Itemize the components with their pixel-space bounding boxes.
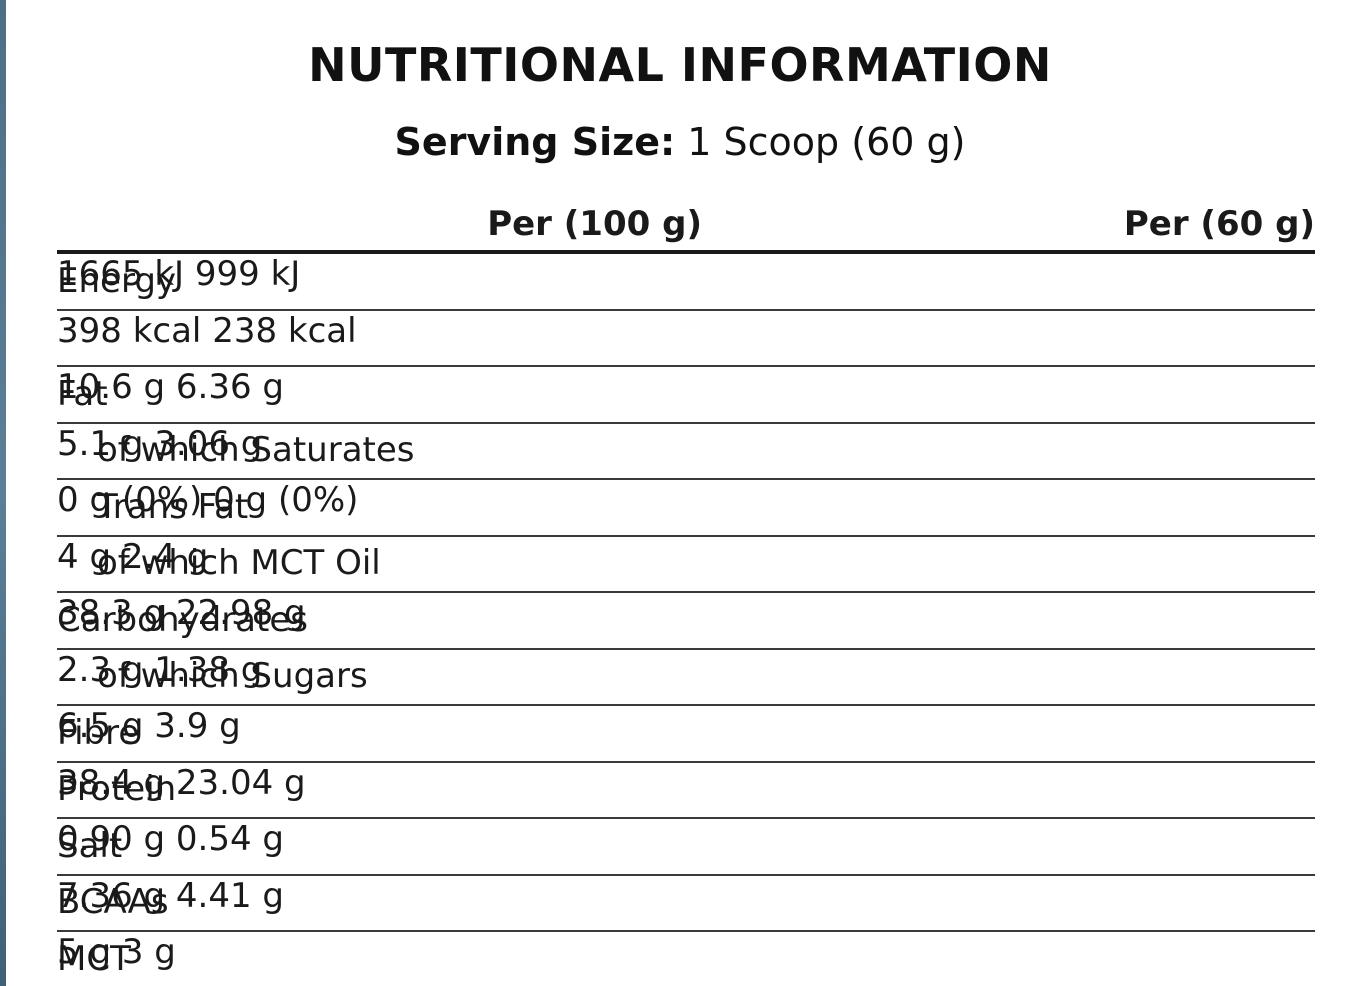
page-title: NUTRITIONAL INFORMATION	[308, 38, 1052, 92]
row-label: MCT	[57, 938, 131, 979]
row-value-per-100g: 38.3 g	[57, 593, 166, 633]
table-row: MCT 5 g 3 g	[57, 932, 1315, 986]
row-value-per-serving: 6.36 g	[175, 367, 284, 407]
row-value-per-serving: 238 kcal	[212, 310, 357, 351]
row-label: of which Sugars	[97, 656, 368, 696]
table-row: of which Saturates 5.1 g 3.06 g	[57, 423, 1315, 480]
serving-size-label: Serving Size:	[394, 120, 676, 164]
table-row: Protein 38.4 g 23.04 g	[57, 762, 1315, 819]
row-value-per-100g: 2.3 g	[57, 649, 144, 690]
column-header-per-100g: Per (100 g)	[487, 204, 702, 244]
row-value-per-100g: 398 kcal	[57, 310, 202, 351]
row-label: of which MCT Oil	[97, 543, 381, 583]
row-value-per-serving: 4.41 g	[175, 875, 284, 916]
row-value-per-serving: 23.04 g	[175, 762, 306, 803]
row-value-per-serving: 0 g (0%)	[213, 480, 359, 520]
row-label: Protein	[57, 769, 177, 809]
table-row: Trans Fat 0 g (0%) 0 g (0%)	[57, 480, 1315, 537]
row-value-per-serving: 2.4 g	[121, 536, 209, 577]
table-row: 398 kcal 238 kcal	[57, 310, 1315, 367]
row-label: Carbohydrates	[57, 599, 308, 640]
row-value-per-100g: 10.6 g	[57, 367, 166, 407]
row-value-per-100g: 1665 kJ	[57, 254, 185, 294]
row-label: Fat	[57, 373, 108, 414]
row-value-per-serving: 999 kJ	[194, 254, 301, 294]
row-value-per-100g: 4 g	[57, 536, 112, 577]
row-value-per-serving: 0.54 g	[175, 819, 284, 859]
row-value-per-100g: 5 g	[57, 932, 112, 972]
row-value-per-100g: 0 g (0%)	[57, 480, 203, 520]
row-label: of which Saturates	[97, 430, 415, 470]
table-row: Carbohydrates 38.3 g 22.98 g	[57, 593, 1315, 650]
row-label: Energy	[57, 260, 177, 301]
table-row: Fat 10.6 g 6.36 g	[57, 367, 1315, 424]
table-row: of which MCT Oil 4 g 2.4 g	[57, 536, 1315, 593]
table-row: Energy 1665 kJ 999 kJ	[57, 254, 1315, 311]
row-value-per-serving: 3.9 g	[154, 706, 241, 746]
left-edge-strip	[0, 0, 6, 986]
table-row: Salt 0.90 g 0.54 g	[57, 819, 1315, 876]
table-header: Per (100 g) Per (60 g)	[57, 200, 1315, 254]
row-value-per-serving: 1.38 g	[154, 649, 263, 690]
table-row: Fibre 6.5 g 3.9 g	[57, 706, 1315, 763]
row-label: Fibre	[57, 712, 140, 753]
row-value-per-100g: 6.5 g	[57, 706, 144, 746]
serving-size: Serving Size: 1 Scoop (60 g)	[0, 120, 1360, 164]
serving-size-value: 1 Scoop (60 g)	[687, 120, 966, 164]
row-value-per-serving: 22.98 g	[175, 593, 306, 633]
row-value-per-serving: 3.06 g	[154, 423, 263, 464]
row-value-per-100g: 38.4 g	[57, 762, 166, 803]
column-header-per-serving: Per (60 g)	[1123, 204, 1315, 244]
row-label: Salt	[57, 825, 123, 866]
row-value-per-100g: 5.1 g	[57, 423, 144, 464]
row-value-per-100g: 0.90 g	[57, 819, 166, 859]
table-row: BCAAs 7.36 g 4.41 g	[57, 875, 1315, 932]
table-row: of which Sugars 2.3 g 1.38 g	[57, 649, 1315, 706]
row-label: BCAAs	[57, 882, 169, 922]
nutrition-table: Per (100 g) Per (60 g) Energy 1665 kJ 99…	[57, 200, 1315, 986]
row-value-per-serving: 3 g	[121, 932, 176, 972]
row-value-per-100g: 7.36 g	[57, 875, 166, 916]
row-label: Trans Fat	[97, 486, 249, 527]
